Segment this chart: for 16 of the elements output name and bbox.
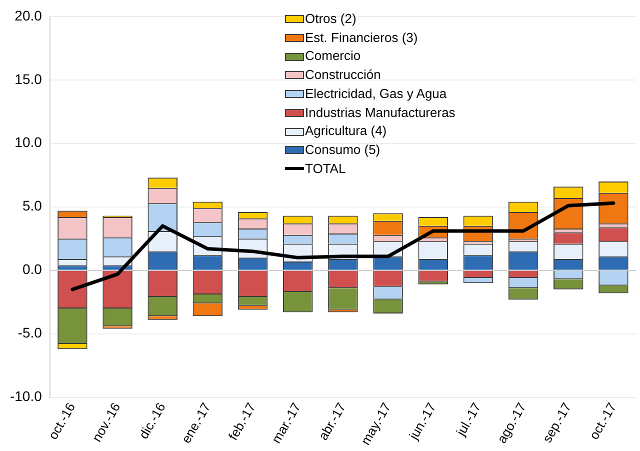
legend-label: TOTAL: [305, 160, 346, 178]
y-tick-label: -5.0: [18, 324, 42, 341]
legend-label: Industrias Manufactureras: [305, 104, 456, 122]
legend-label: Agricultura (4): [305, 122, 387, 140]
legend-label: Consumo (5): [305, 140, 380, 159]
y-tick-label: -10.0: [10, 388, 42, 404]
legend-label: Construcción: [305, 66, 381, 84]
y-tick-label: 5.0: [22, 198, 42, 214]
legend-label: Est. Financieros (3): [305, 28, 418, 47]
legend-label: Electricidad, Gas y Agua: [305, 84, 447, 103]
legend-label: Comercio: [305, 47, 361, 66]
y-tick-label: 15.0: [14, 70, 42, 87]
y-tick-label: 10.0: [14, 134, 42, 150]
y-tick-label: 20.0: [14, 7, 42, 24]
y-tick-label: 0.0: [22, 261, 42, 278]
legend-label: Otros (2): [305, 10, 356, 28]
